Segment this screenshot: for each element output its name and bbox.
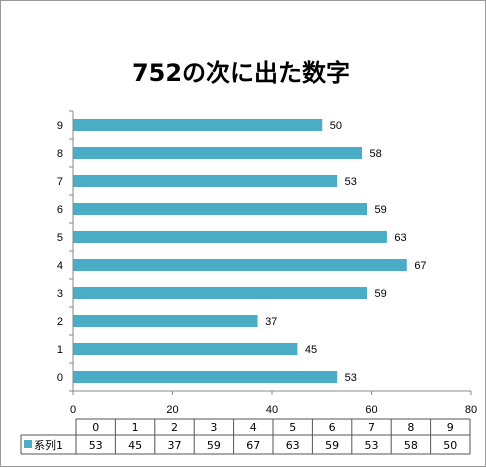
data-label: 50 (330, 120, 342, 132)
table-value-cell: 53 (89, 439, 103, 452)
data-table: 0 53 1 45 2 37 3 59 4 67 5 63 6 59 7 53 8 58 9 50 系列1 (20, 418, 471, 455)
bar (73, 287, 368, 299)
y-tick-label: 2 (57, 316, 63, 328)
legend-key (24, 440, 32, 448)
bar (73, 147, 363, 159)
table-header-cell: 0 (92, 421, 99, 434)
y-tick-label: 9 (57, 120, 63, 132)
table-value-cell: 58 (404, 439, 418, 452)
table-value-cell: 59 (207, 439, 221, 452)
y-tick-label: 0 (57, 372, 63, 384)
y-tick-label: 4 (57, 260, 63, 272)
y-tick-label: 3 (57, 288, 63, 300)
plot-area: 0 20 40 60 80 0 53 1 45 2 37 3 59 4 67 5 63 6 59 7 53 8 58 9 50 (57, 110, 477, 416)
table-header-cell: 7 (368, 421, 375, 434)
table-header-cell: 8 (407, 421, 414, 434)
data-label: 45 (305, 344, 317, 356)
data-label: 59 (375, 204, 387, 216)
table-value-cell: 37 (168, 439, 182, 452)
bar (73, 175, 338, 187)
y-tick-label: 8 (57, 148, 63, 160)
data-label: 53 (345, 176, 357, 188)
bar (73, 315, 258, 327)
bar (73, 119, 323, 131)
table-header-cell: 4 (250, 421, 257, 434)
y-tick-label: 1 (57, 344, 63, 356)
table-header-cell: 5 (289, 421, 296, 434)
data-label: 59 (375, 288, 387, 300)
data-label: 37 (265, 316, 277, 328)
data-label: 67 (414, 260, 426, 272)
x-tick-label: 20 (166, 404, 178, 416)
table-header-cell: 6 (329, 421, 336, 434)
table-header-cell: 3 (210, 421, 217, 434)
y-tick-label: 6 (57, 204, 63, 216)
table-value-cell: 45 (128, 439, 142, 452)
data-label: 53 (345, 372, 357, 384)
table-value-cell: 59 (325, 439, 339, 452)
table-value-cell: 67 (246, 439, 260, 452)
x-tick-label: 60 (365, 404, 377, 416)
x-tick-label: 40 (266, 404, 278, 416)
table-value-cell: 50 (443, 439, 457, 452)
table-header-cell: 9 (447, 421, 454, 434)
data-label: 63 (394, 232, 406, 244)
data-label: 58 (370, 148, 382, 160)
table-header-cell: 1 (132, 421, 139, 434)
table-value-cell: 63 (286, 439, 300, 452)
bar (73, 259, 407, 271)
x-tick-label: 0 (70, 404, 76, 416)
y-tick-label: 5 (57, 232, 63, 244)
bar (73, 203, 368, 215)
bar (73, 343, 298, 355)
bar (73, 371, 338, 383)
y-tick-label: 7 (57, 176, 63, 188)
bar (73, 231, 387, 243)
series-name: 系列1 (34, 438, 63, 452)
chart-title: 752の次に出た数字 (132, 59, 350, 87)
x-tick-label: 80 (465, 404, 477, 416)
table-value-cell: 53 (365, 439, 379, 452)
table-header-cell: 2 (171, 421, 178, 434)
